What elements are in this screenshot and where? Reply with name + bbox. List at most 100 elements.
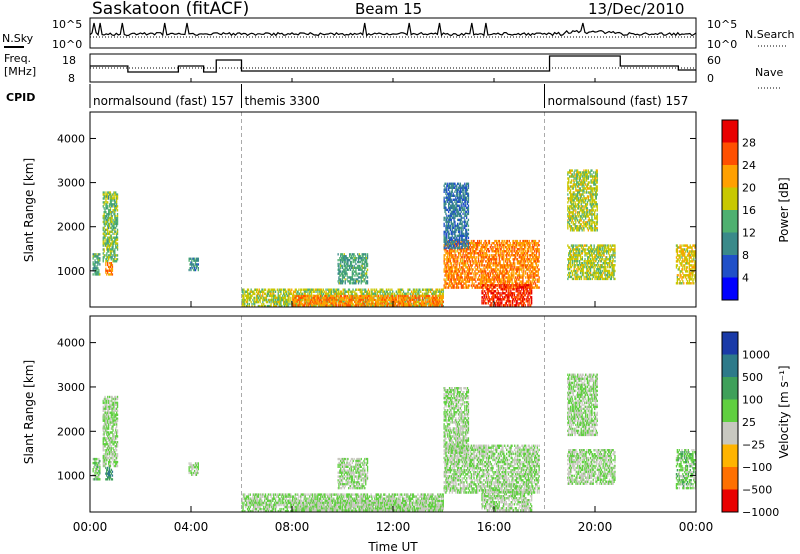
echo-cell (329, 288, 331, 291)
echo-cell (114, 236, 116, 239)
echo-cell (349, 282, 352, 285)
echo-cell (260, 304, 262, 308)
echo-cell (370, 288, 372, 291)
echo-cell (106, 252, 108, 255)
echo-cell (95, 271, 97, 274)
echo-cell (110, 214, 112, 218)
echo-cell (389, 302, 391, 306)
echo-cell (193, 265, 195, 268)
echo-cell (265, 300, 268, 304)
echo-cell (252, 290, 254, 293)
echo-cell (92, 267, 94, 270)
echo-cell (246, 290, 248, 293)
echo-cell (104, 228, 106, 232)
echo-cell (342, 290, 344, 293)
echo-cell (105, 214, 107, 218)
echo-cell (262, 298, 264, 302)
cpid-segment-label: normalsound (fast) 157 (548, 94, 689, 108)
echo-cell (264, 292, 267, 296)
echo-cell (109, 203, 112, 206)
echo-cell (329, 288, 332, 291)
echo-cell (107, 262, 109, 265)
echo-cell (390, 292, 392, 296)
echo-cell (308, 304, 310, 307)
echo-cell (103, 207, 105, 210)
echo-cell (322, 292, 324, 296)
echo-cell (97, 261, 99, 264)
echo-cell (268, 298, 270, 302)
echo-cell (338, 296, 341, 300)
echo-cell (103, 256, 105, 259)
echo-cell (112, 236, 114, 239)
echo-cell (116, 222, 118, 226)
echo-cell (410, 296, 412, 300)
echo-cell (383, 304, 385, 307)
echo-cell (412, 304, 415, 308)
echo-cell (253, 300, 255, 304)
echo-cell (396, 292, 398, 296)
echo-cell (538, 268, 540, 271)
echo-cell (255, 288, 257, 291)
echo-cell (195, 257, 198, 260)
echo-cell (283, 298, 285, 302)
echo-cell (328, 296, 330, 300)
echo-cell (194, 263, 197, 266)
echo-cell (371, 290, 373, 293)
echo-cell (244, 302, 246, 306)
echo-cell (392, 292, 394, 296)
echo-cell (96, 267, 98, 270)
echo-cell (286, 300, 288, 304)
echo-cell (111, 240, 113, 243)
echo-cell (271, 296, 273, 300)
echo-cell (114, 214, 116, 218)
echo-cell (368, 290, 370, 293)
echo-cell (265, 298, 268, 302)
echo-cell (104, 214, 106, 218)
echo-cell (246, 300, 249, 304)
echo-cell (404, 302, 406, 305)
echo-cell (381, 288, 383, 291)
echo-cell (105, 271, 107, 274)
echo-cell (96, 271, 98, 274)
date-label: 13/Dec/2010 (588, 0, 684, 18)
echo-cell (325, 290, 327, 293)
echo-cell (112, 244, 114, 247)
echo-cell (116, 216, 119, 220)
echo-cell (338, 292, 341, 296)
echo-cell (338, 288, 340, 291)
echo-cell (367, 302, 370, 306)
echo-cell (261, 302, 263, 306)
station-title: Saskatoon (fitACF) (92, 0, 249, 19)
echo-cell (252, 298, 254, 302)
echo-cell (116, 222, 119, 226)
echo-cell (105, 191, 107, 194)
echo-cell (115, 244, 117, 247)
echo-cell (264, 304, 267, 308)
echo-cell (103, 234, 105, 237)
echo-cell (402, 288, 404, 291)
echo-cell (369, 298, 371, 302)
echo-cell (102, 238, 104, 241)
echo-cell (115, 242, 117, 245)
echo-cell (356, 294, 358, 298)
echo-cell (110, 218, 112, 222)
echo-cell (190, 267, 192, 270)
echo-cell (496, 284, 498, 287)
echo-cell (97, 255, 99, 258)
echo-cell (103, 232, 105, 235)
echo-cell (191, 265, 193, 268)
echo-cell (296, 294, 298, 298)
echo-cell (110, 252, 112, 255)
echo-cell (342, 288, 344, 291)
echo-cell (475, 280, 477, 283)
echo-cell (116, 232, 118, 235)
echo-cell (327, 304, 329, 307)
echo-cell (370, 290, 372, 293)
echo-cell (116, 228, 119, 232)
echo-cell (103, 195, 105, 198)
echo-cell (98, 253, 100, 256)
echo-cell (304, 288, 306, 291)
echo-cell (284, 298, 287, 302)
echo-cell (382, 288, 384, 291)
echo-cell (278, 298, 280, 302)
